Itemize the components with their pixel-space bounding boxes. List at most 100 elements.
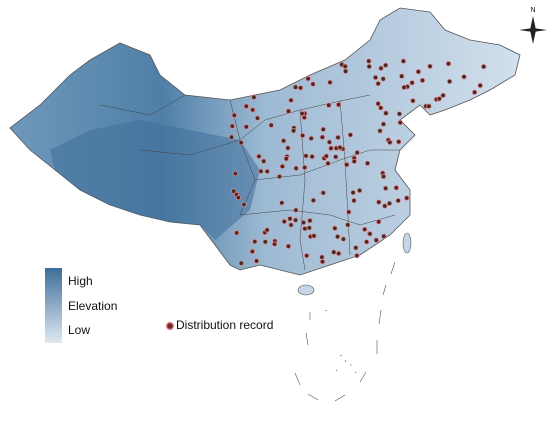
record-dot <box>481 63 487 70</box>
record-dot <box>335 134 341 141</box>
record-dot <box>230 188 237 194</box>
record-dot <box>292 84 299 90</box>
record-dot <box>382 62 389 69</box>
record-dot <box>378 65 384 71</box>
record-dot <box>280 138 287 144</box>
record-dot <box>337 144 343 151</box>
record-dot <box>446 78 453 85</box>
record-dot <box>231 112 237 118</box>
record-dot <box>288 97 294 103</box>
record-dot <box>381 233 387 239</box>
record-dot <box>415 68 422 75</box>
record-dot <box>378 105 384 111</box>
record-dot <box>380 76 386 82</box>
record-dot <box>327 79 333 86</box>
record-dot <box>232 170 239 177</box>
record-dot <box>386 200 393 207</box>
record-dot <box>319 254 325 260</box>
record-dot <box>309 153 315 160</box>
record-dot <box>397 119 403 126</box>
record-dot <box>382 203 388 209</box>
record-dot <box>238 260 244 266</box>
record-dot <box>299 110 305 117</box>
record-dot <box>331 249 337 255</box>
record-dot <box>333 154 339 160</box>
record-dot <box>375 80 381 87</box>
record-dot <box>229 123 235 129</box>
record-dot <box>285 108 292 114</box>
record-dot <box>362 226 368 233</box>
record-dot <box>477 82 483 89</box>
taiwan <box>402 232 412 254</box>
record-dot <box>253 258 260 264</box>
record-dot <box>228 134 235 140</box>
record-dot <box>271 241 278 247</box>
record-dot <box>367 231 373 237</box>
record-dot <box>297 85 304 91</box>
record-dot <box>410 98 416 104</box>
record-dot <box>279 163 286 170</box>
record-dot <box>380 173 387 180</box>
record-dot <box>382 185 389 191</box>
record-dot <box>285 145 291 151</box>
record-dot <box>307 217 313 224</box>
record-dot <box>376 199 382 205</box>
marker-legend-label: Distribution record <box>176 318 273 332</box>
compass-label: N <box>530 7 535 14</box>
record-dot <box>419 77 426 84</box>
record-dot <box>364 160 371 166</box>
record-dot <box>304 252 310 259</box>
record-dot <box>427 63 433 69</box>
record-dot <box>279 200 285 206</box>
record-dot <box>249 248 256 255</box>
marker-legend-symbol <box>165 321 175 331</box>
record-dot <box>461 74 467 80</box>
record-dot <box>373 237 379 243</box>
record-dot <box>440 92 446 99</box>
record-dot <box>308 135 314 142</box>
record-dot <box>258 168 264 174</box>
record-dot <box>344 161 350 168</box>
record-dot <box>350 189 356 196</box>
record-dot <box>320 190 326 196</box>
record-dot <box>347 132 354 138</box>
record-dot <box>302 164 308 171</box>
record-dot <box>241 201 247 208</box>
record-dot <box>281 218 287 225</box>
record-dot <box>325 160 331 167</box>
record-dot <box>262 239 268 245</box>
record-dot <box>285 243 292 249</box>
record-dot <box>393 185 399 191</box>
record-dot <box>366 58 372 64</box>
south-sea-islands <box>294 261 396 402</box>
record-dot <box>346 209 352 215</box>
record-dot <box>334 233 341 240</box>
province-borders <box>99 94 400 271</box>
record-dot <box>288 222 294 228</box>
record-dot <box>351 197 357 204</box>
record-dot <box>254 115 261 121</box>
record-dot <box>363 239 370 245</box>
record-dot <box>377 128 383 134</box>
record-dot <box>243 103 249 109</box>
record-dot <box>326 102 332 108</box>
legend-low: Low <box>68 323 90 337</box>
record-dot <box>383 110 389 116</box>
record-dot <box>342 68 349 74</box>
tibet-plateau <box>50 120 260 240</box>
record-dot <box>395 197 401 204</box>
record-dot <box>319 134 326 140</box>
record-dot <box>243 124 249 130</box>
legend-title: Elevation <box>68 299 117 313</box>
record-dot <box>320 126 326 133</box>
record-dot <box>342 63 348 70</box>
record-dot <box>401 84 407 91</box>
record-dot <box>268 122 274 128</box>
distribution-records <box>228 58 487 266</box>
record-dot <box>287 215 293 222</box>
record-dot <box>235 194 242 201</box>
record-dot <box>387 139 393 146</box>
record-dot <box>375 100 381 107</box>
record-dot <box>303 153 309 159</box>
